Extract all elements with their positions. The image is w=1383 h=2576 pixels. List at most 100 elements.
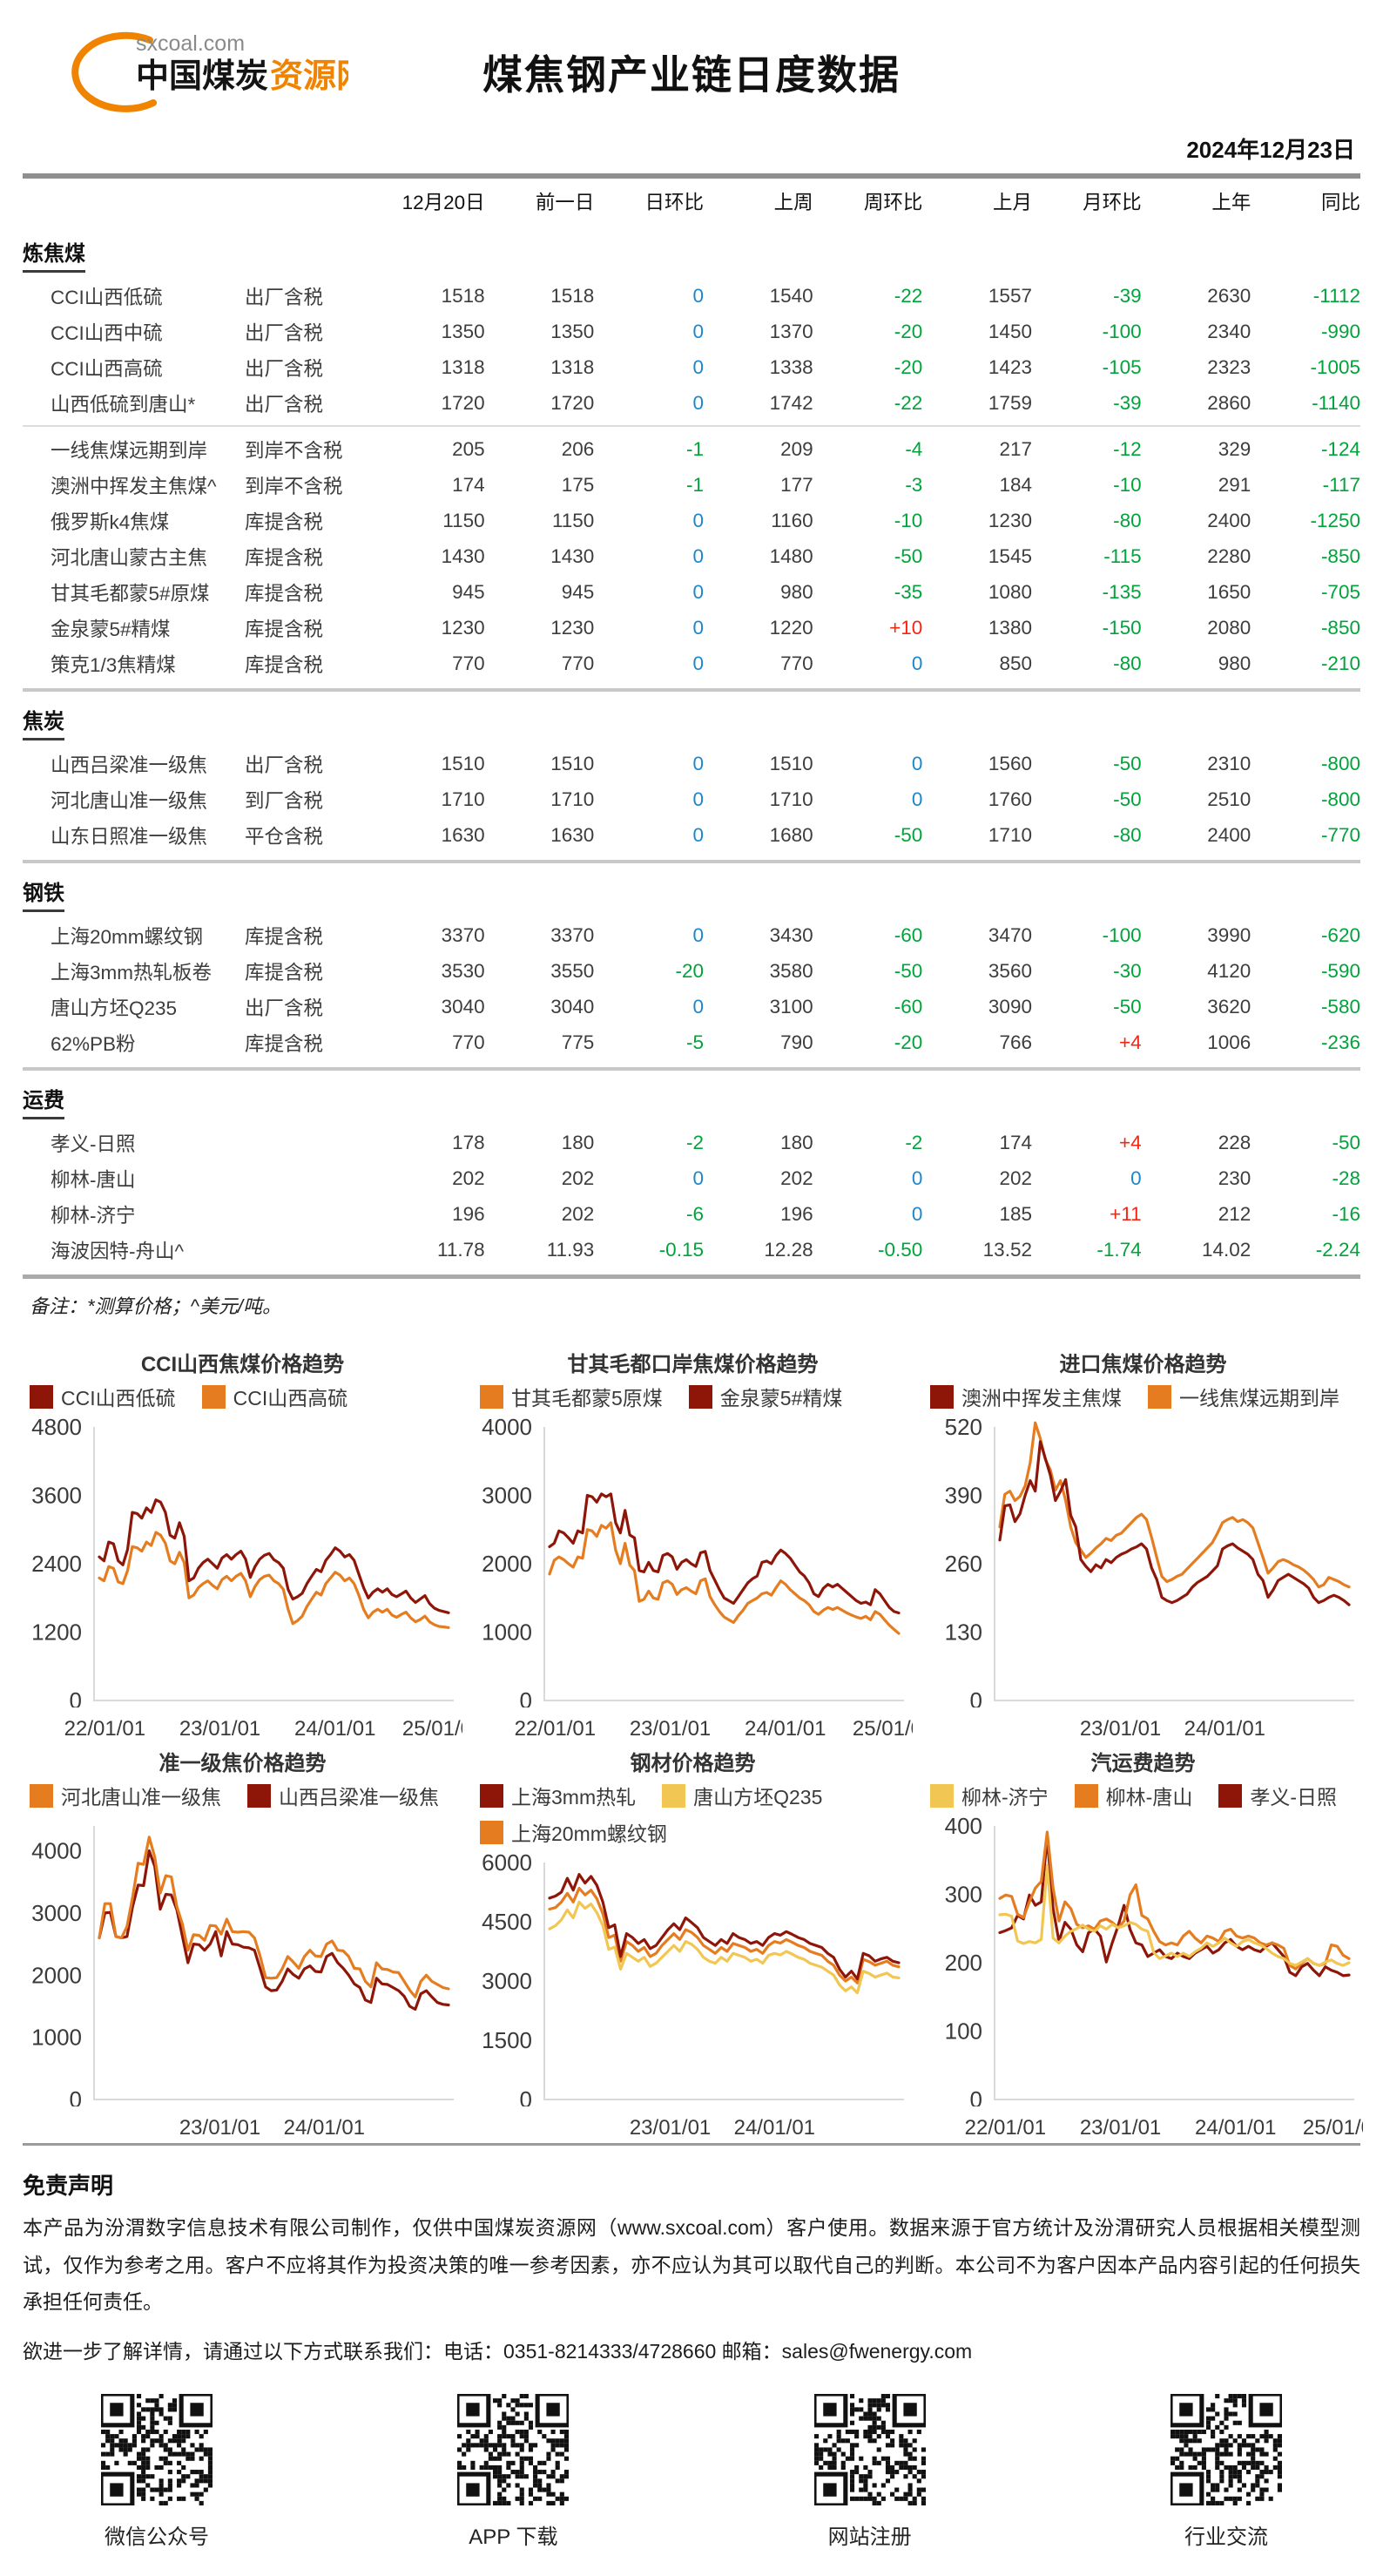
legend-item: 上海3mm热轧 xyxy=(480,1781,636,1810)
logo-swoosh-icon xyxy=(71,31,157,112)
row-value-8: -620 xyxy=(1320,923,1360,946)
row-value-6: +11 xyxy=(1110,1202,1142,1225)
chart-x-axis: 22/01/01 23/01/01 24/01/01 25/01/01 xyxy=(23,1712,462,1741)
row-value-2: -6 xyxy=(685,1202,704,1225)
row-value-7: 2860 xyxy=(1207,391,1251,414)
svg-text:3000: 3000 xyxy=(31,1900,82,1926)
column-header-8: 同比 xyxy=(1320,192,1360,213)
row-value-5: 1560 xyxy=(988,752,1032,774)
legend-swatch-icon xyxy=(1074,1783,1098,1808)
row-value-1: 945 xyxy=(561,580,595,603)
legend-swatch-icon xyxy=(930,1783,954,1808)
row-value-5: 1710 xyxy=(988,823,1032,846)
row-value-1: 1150 xyxy=(551,509,595,531)
row-value-6: -39 xyxy=(1113,284,1142,307)
svg-text:4000: 4000 xyxy=(31,1838,82,1864)
x-tick-label: 24/01/01 xyxy=(744,1717,826,1741)
row-name: 澳洲中挥发主焦煤^ xyxy=(51,475,217,497)
row-value-6: -50 xyxy=(1113,995,1142,1018)
svg-text:资源网: 资源网 xyxy=(270,58,348,95)
row-value-0: 1518 xyxy=(441,284,485,307)
row-value-4: -60 xyxy=(894,923,923,946)
row-value-1: 1510 xyxy=(550,752,595,774)
svg-text:4800: 4800 xyxy=(31,1418,82,1440)
row-value-8: -580 xyxy=(1320,995,1360,1018)
chart-plot: 0 1500 3000 4500 6000 xyxy=(482,1849,904,2113)
row-value-2: 0 xyxy=(692,823,704,846)
row-value-4: -35 xyxy=(894,580,923,603)
row-value-0: 1150 xyxy=(442,509,485,531)
row-value-2: 0 xyxy=(692,995,704,1018)
row-value-6: +4 xyxy=(1119,1131,1142,1153)
row-spec: 出厂含税 xyxy=(245,321,324,344)
logo-domain-text: sxcoal.com xyxy=(136,31,245,56)
chart-series-line xyxy=(548,1886,901,1984)
row-value-8: -770 xyxy=(1320,823,1360,846)
chart-legend: CCI山西低硫 CCI山西高硫 xyxy=(23,1376,462,1418)
row-value-7: 2280 xyxy=(1207,544,1251,567)
row-value-2: 0 xyxy=(692,320,704,342)
row-spec: 到厂含税 xyxy=(245,789,324,812)
chart-title: 准一级焦价格趋势 xyxy=(159,1752,327,1775)
chart-series-line xyxy=(98,1849,450,2011)
row-value-0: 3530 xyxy=(441,959,485,982)
row-name: 62%PB粉 xyxy=(51,1032,136,1055)
sxcoal-logo: sxcoal.com 中国煤炭 资源网 xyxy=(71,31,348,112)
row-value-5: 3560 xyxy=(988,959,1032,982)
row-value-8: -1250 xyxy=(1310,509,1360,531)
svg-text:6000: 6000 xyxy=(482,1854,532,1876)
disclaimer-title: 免责声明 xyxy=(23,2173,114,2199)
legend-swatch-icon xyxy=(30,1783,53,1808)
row-value-3: 209 xyxy=(780,437,813,460)
row-value-3: 177 xyxy=(780,473,813,496)
row-value-0: 1510 xyxy=(441,752,485,774)
row-value-6: -50 xyxy=(1113,752,1142,774)
x-tick-label: 22/01/01 xyxy=(964,2116,1047,2140)
row-value-0: 945 xyxy=(452,580,485,603)
qr-label: 行业交流 xyxy=(1184,2525,1268,2549)
svg-text:100: 100 xyxy=(945,2018,982,2045)
row-value-8: -28 xyxy=(1332,1166,1360,1189)
row-value-5: 3470 xyxy=(988,923,1032,946)
table-end-rule xyxy=(23,1274,1360,1279)
x-tick-label: 25/01/01 xyxy=(401,1717,462,1741)
group-divider xyxy=(23,425,1360,427)
legend-item: 一线焦煤远期到岸 xyxy=(1148,1382,1339,1411)
qr-cell: 网站注册 xyxy=(812,2391,928,2550)
row-value-8: -1005 xyxy=(1310,355,1360,378)
row-value-5: 1557 xyxy=(988,284,1032,307)
row-value-1: 1518 xyxy=(550,284,595,307)
row-value-3: 1480 xyxy=(769,544,813,567)
row-value-6: -12 xyxy=(1113,437,1142,460)
row-value-1: 180 xyxy=(561,1131,595,1153)
legend-swatch-icon xyxy=(30,1384,53,1409)
row-value-1: 1230 xyxy=(550,616,595,639)
row-value-4: -50 xyxy=(894,544,923,567)
row-spec: 库提含税 xyxy=(245,925,324,948)
column-header-0: 12月20日 xyxy=(401,192,485,213)
table-row: 俄罗斯k4焦煤 库提含税 1150 1150 0 1160 -10 1230 -80 2400 -1… xyxy=(23,503,1360,538)
chart-title: 钢材价格趋势 xyxy=(630,1752,756,1775)
x-tick-label: 25/01/01 xyxy=(852,1717,913,1741)
row-name: CCI山西中硫 xyxy=(51,321,163,344)
svg-text:1000: 1000 xyxy=(31,2025,82,2051)
row-value-4: +10 xyxy=(889,616,923,639)
qr-cell: 微信公众号 xyxy=(98,2391,215,2550)
row-value-5: 766 xyxy=(999,1031,1032,1053)
row-value-2: 0 xyxy=(692,752,704,774)
svg-text:4000: 4000 xyxy=(482,1418,532,1440)
column-header-3: 上周 xyxy=(773,192,813,213)
legend-swatch-icon xyxy=(480,1820,503,1844)
row-value-2: -1 xyxy=(685,437,704,460)
qr-code-icon xyxy=(812,2391,928,2508)
legend-label: 一线焦煤远期到岸 xyxy=(1179,1387,1339,1410)
x-tick-label: 23/01/01 xyxy=(179,1717,261,1741)
chart-series-line xyxy=(98,1498,450,1614)
x-tick-label: 22/01/01 xyxy=(64,1717,146,1741)
legend-label: 上海20mm螺纹钢 xyxy=(511,1822,667,1845)
row-spec: 库提含税 xyxy=(245,618,324,640)
svg-text:130: 130 xyxy=(945,1619,982,1646)
row-value-6: -150 xyxy=(1102,616,1142,639)
table-row: 山西吕梁准一级焦 出厂含税 1510 1510 0 1510 0 1560 -50 2310 -80… xyxy=(23,746,1360,781)
row-value-2: 0 xyxy=(692,616,704,639)
